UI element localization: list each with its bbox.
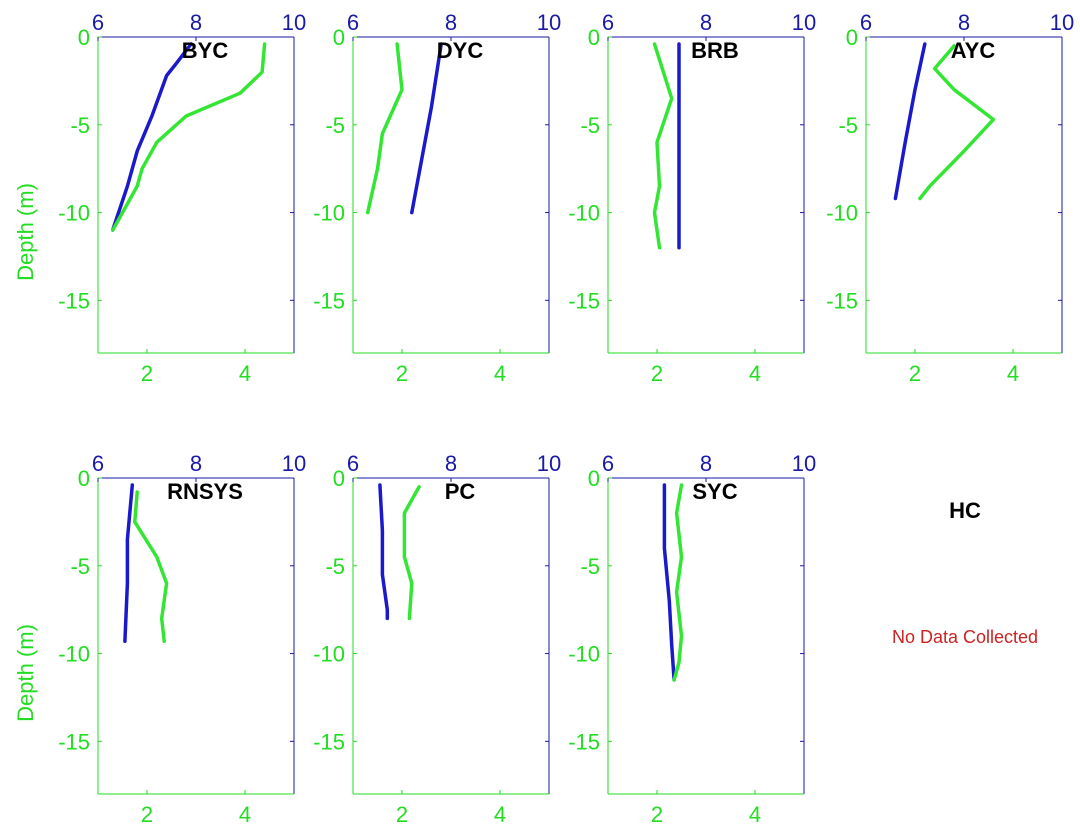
y-tick-label: 0 [333,466,345,491]
y-tick-label: -10 [568,201,600,226]
y-tick-label: -10 [826,201,858,226]
y-tick-label: 0 [78,25,90,50]
panel-title: SYC [692,479,737,504]
top-tick-label: 6 [602,451,614,476]
y-tick-label: -15 [58,288,90,313]
top-tick-label: 6 [347,10,359,35]
top-tick-label: 8 [700,10,712,35]
bottom-tick-label: 4 [749,802,761,827]
bottom-tick-label: 4 [494,802,506,827]
bottom-tick-label: 2 [651,361,663,386]
y-tick-label: 0 [588,25,600,50]
top-tick-label: 6 [347,451,359,476]
panel-title: RNSYS [167,479,243,504]
top-tick-label: 8 [958,10,970,35]
green-series-line [918,44,996,201]
bottom-tick-label: 2 [396,802,408,827]
top-tick-label: 10 [282,451,306,476]
blue-series-line [893,42,927,201]
y-tick-label: -15 [568,288,600,313]
panel-rnsys: 0 -5 -10 -15 6 8 10 2 4 Depth (m) RNSYS [13,451,306,827]
panel-dyc: 0 -5 -10 -15 6 8 10 2 4 DYC [313,10,561,386]
blue-series-line [410,42,443,215]
y-tick-label: -15 [826,288,858,313]
green-series-line [402,485,421,621]
panel-ayc: 0 -5 -10 -15 6 8 10 2 4 AYC [826,10,1074,386]
bottom-tick-label: 4 [749,361,761,386]
y-tick-label: -5 [325,554,345,579]
bottom-tick-label: 4 [239,802,251,827]
y-tick-label: -5 [580,554,600,579]
top-tick-label: 10 [1050,10,1074,35]
y-tick-label: -15 [568,729,600,754]
green-series-line [110,42,267,232]
y-axis-label: Depth (m) [13,624,38,722]
y-tick-label: -15 [58,729,90,754]
y-tick-label: 0 [78,466,90,491]
bottom-tick-label: 2 [141,361,153,386]
y-tick-label: -15 [313,729,345,754]
y-tick-label: 0 [333,25,345,50]
blue-series-line [378,483,390,621]
panel-syc: 0 -5 -10 -15 6 8 10 2 4 SYC [568,451,816,827]
green-series-line [133,490,169,644]
y-tick-label: -10 [58,642,90,667]
panel-title: BYC [182,38,229,63]
green-series-line [652,42,674,250]
panel-pc: 0 -5 -10 -15 6 8 10 2 4 PC [313,451,561,827]
bottom-tick-label: 2 [651,802,663,827]
top-tick-label: 8 [445,451,457,476]
panel-hc: HC No Data Collected [892,498,1038,647]
bottom-tick-label: 4 [239,361,251,386]
bottom-tick-label: 2 [141,802,153,827]
panel-brb: 0 -5 -10 -15 6 8 10 2 4 BRB [568,10,816,386]
green-series-line [365,42,404,215]
top-tick-label: 10 [792,10,816,35]
panel-title: PC [445,479,476,504]
top-tick-label: 10 [537,10,561,35]
y-tick-label: -10 [568,642,600,667]
top-tick-label: 6 [860,10,872,35]
top-tick-label: 8 [190,10,202,35]
no-data-note: No Data Collected [892,627,1038,647]
blue-series-line [662,483,676,682]
blue-series-line [123,483,135,644]
bottom-tick-label: 2 [396,361,408,386]
top-tick-label: 6 [602,10,614,35]
y-tick-label: -10 [313,642,345,667]
y-tick-label: -5 [838,113,858,138]
top-tick-label: 10 [792,451,816,476]
hc-panel-title: HC [949,498,981,523]
top-tick-label: 8 [445,10,457,35]
y-axis-label: Depth (m) [13,183,38,281]
top-tick-label: 8 [700,451,712,476]
y-tick-label: -15 [313,288,345,313]
y-tick-label: -10 [313,201,345,226]
top-tick-label: 10 [282,10,306,35]
y-tick-label: -5 [325,113,345,138]
y-tick-label: 0 [846,25,858,50]
y-tick-label: -5 [70,554,90,579]
panel-title: DYC [437,38,484,63]
bottom-tick-label: 4 [1007,361,1019,386]
y-tick-label: -5 [580,113,600,138]
bottom-tick-label: 2 [909,361,921,386]
top-tick-label: 10 [537,451,561,476]
y-tick-label: 0 [588,466,600,491]
y-tick-label: -10 [58,201,90,226]
top-tick-label: 8 [190,451,202,476]
top-tick-label: 6 [92,10,104,35]
panel-title: BRB [691,38,739,63]
y-tick-label: -5 [70,113,90,138]
top-tick-label: 6 [92,451,104,476]
panel-byc: 0 -5 -10 -15 6 8 10 2 4 Depth (m) BYC [13,10,306,386]
green-series-line [672,483,684,682]
panel-title: AYC [951,38,996,63]
blue-series-line [110,42,193,232]
bottom-tick-label: 4 [494,361,506,386]
